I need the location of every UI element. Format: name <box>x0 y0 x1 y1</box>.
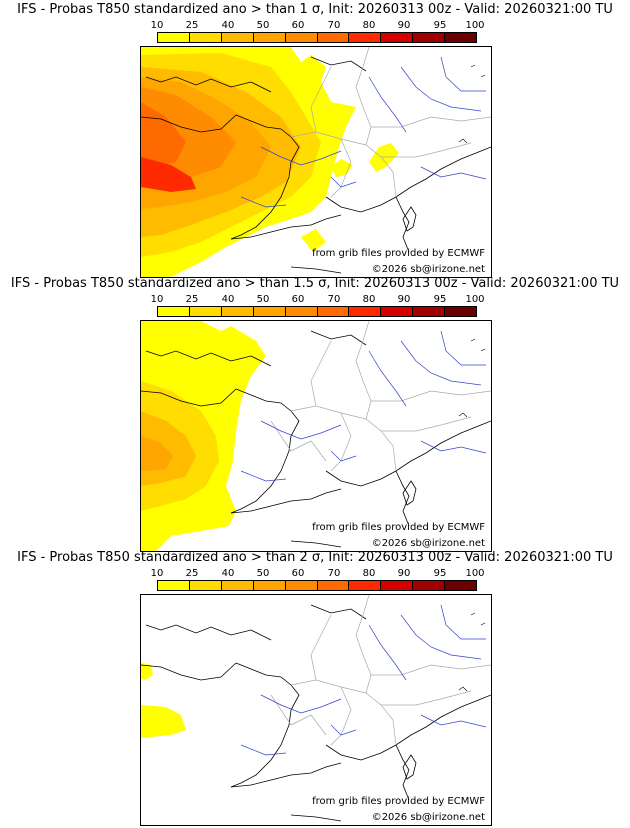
panel-title: IFS - Probas T850 standardized ano > tha… <box>17 550 613 565</box>
colorbar-ticks: 10 25 40 50 60 70 80 90 95 100 <box>140 568 490 580</box>
colorbar-swatch <box>285 581 318 590</box>
colorbar-swatch <box>285 307 318 316</box>
probability-shading <box>141 663 186 738</box>
colorbar-swatch <box>445 307 477 316</box>
tick-label: 25 <box>185 568 199 579</box>
colorbar-swatch <box>317 307 350 316</box>
probability-panel-1sigma: IFS - Probas T850 standardized ano > tha… <box>0 2 630 278</box>
colorbar-swatch <box>381 307 414 316</box>
map-svg <box>141 47 491 277</box>
map-svg <box>141 321 491 551</box>
colorbar-swatch <box>253 581 286 590</box>
rivers <box>240 56 487 208</box>
tick-label: 60 <box>291 20 305 31</box>
colorbar-swatch <box>349 33 382 42</box>
island-marks <box>458 338 486 418</box>
source-credit: from grib files provided by ECMWF <box>312 796 485 807</box>
tick-label: 95 <box>433 20 447 31</box>
borders <box>270 595 491 746</box>
tick-label: 90 <box>397 294 411 305</box>
coastlines <box>141 604 491 822</box>
colorbar-swatch <box>189 307 222 316</box>
tick-label: 60 <box>291 568 305 579</box>
rivers <box>240 330 487 482</box>
colorbar-swatch <box>413 581 446 590</box>
colorbar-ticks: 10 25 40 50 60 70 80 90 95 100 <box>140 20 490 32</box>
map-svg <box>141 595 491 822</box>
tick-label: 40 <box>221 294 235 305</box>
probability-shading <box>141 321 266 551</box>
tick-label: 25 <box>185 294 199 305</box>
colorbar-swatch <box>221 33 254 42</box>
colorbar-swatch <box>221 307 254 316</box>
source-credit: from grib files provided by ECMWF <box>312 522 485 533</box>
colorbar-swatch <box>381 581 414 590</box>
copyright-credit: ©2026 sb@irizone.net <box>371 264 485 275</box>
island-marks <box>458 64 486 144</box>
panel-title: IFS - Probas T850 standardized ano > tha… <box>17 2 613 17</box>
tick-label: 100 <box>465 568 485 579</box>
rivers <box>240 604 487 756</box>
colorbar-swatch <box>413 307 446 316</box>
probability-panel-1-5sigma: IFS - Probas T850 standardized ano > tha… <box>0 276 630 552</box>
tick-label: 100 <box>465 20 485 31</box>
tick-label: 95 <box>433 568 447 579</box>
source-credit: from grib files provided by ECMWF <box>312 248 485 259</box>
colorbar-swatch <box>285 33 318 42</box>
tick-label: 95 <box>433 294 447 305</box>
colorbar-swatch <box>158 581 190 590</box>
tick-label: 100 <box>465 294 485 305</box>
tick-label: 40 <box>221 568 235 579</box>
island-marks <box>458 612 486 692</box>
tick-label: 80 <box>362 568 376 579</box>
tick-label: 70 <box>327 20 341 31</box>
tick-label: 90 <box>397 20 411 31</box>
tick-label: 50 <box>256 294 270 305</box>
tick-label: 40 <box>221 20 235 31</box>
colorbar-swatch <box>317 33 350 42</box>
map: from grib files provided by ECMWF ©2026 … <box>140 594 492 826</box>
map: from grib files provided by ECMWF ©2026 … <box>140 46 492 278</box>
tick-label: 10 <box>150 568 164 579</box>
colorbar-swatch <box>253 307 286 316</box>
copyright-credit: ©2026 sb@irizone.net <box>371 538 485 549</box>
colorbar <box>157 580 477 591</box>
colorbar-swatch <box>349 307 382 316</box>
colorbar-swatch <box>189 33 222 42</box>
colorbar-swatch <box>445 581 477 590</box>
borders <box>270 321 491 472</box>
colorbar-swatch <box>445 33 477 42</box>
colorbar-swatch <box>413 33 446 42</box>
colorbar-swatch <box>317 581 350 590</box>
tick-label: 70 <box>327 568 341 579</box>
colorbar <box>157 306 477 317</box>
tick-label: 80 <box>362 20 376 31</box>
copyright-credit: ©2026 sb@irizone.net <box>371 812 485 823</box>
tick-label: 60 <box>291 294 305 305</box>
colorbar-swatch <box>349 581 382 590</box>
tick-label: 10 <box>150 294 164 305</box>
panel-title: IFS - Probas T850 standardized ano > tha… <box>10 276 620 291</box>
colorbar-swatch <box>253 33 286 42</box>
colorbar-swatch <box>189 581 222 590</box>
colorbar-swatch <box>158 33 190 42</box>
colorbar-swatch <box>221 581 254 590</box>
tick-label: 90 <box>397 568 411 579</box>
coastlines <box>141 56 491 274</box>
tick-label: 80 <box>362 294 376 305</box>
tick-label: 10 <box>150 20 164 31</box>
borders <box>290 47 491 198</box>
tick-label: 25 <box>185 20 199 31</box>
colorbar-ticks: 10 25 40 50 60 70 80 90 95 100 <box>140 294 490 306</box>
probability-shading <box>141 47 399 277</box>
tick-label: 50 <box>256 568 270 579</box>
colorbar-swatch <box>381 33 414 42</box>
tick-label: 70 <box>327 294 341 305</box>
probability-panel-2sigma: IFS - Probas T850 standardized ano > tha… <box>0 550 630 826</box>
colorbar <box>157 32 477 43</box>
tick-label: 50 <box>256 20 270 31</box>
coastlines <box>141 330 491 548</box>
colorbar-swatch <box>158 307 190 316</box>
map: from grib files provided by ECMWF ©2026 … <box>140 320 492 552</box>
